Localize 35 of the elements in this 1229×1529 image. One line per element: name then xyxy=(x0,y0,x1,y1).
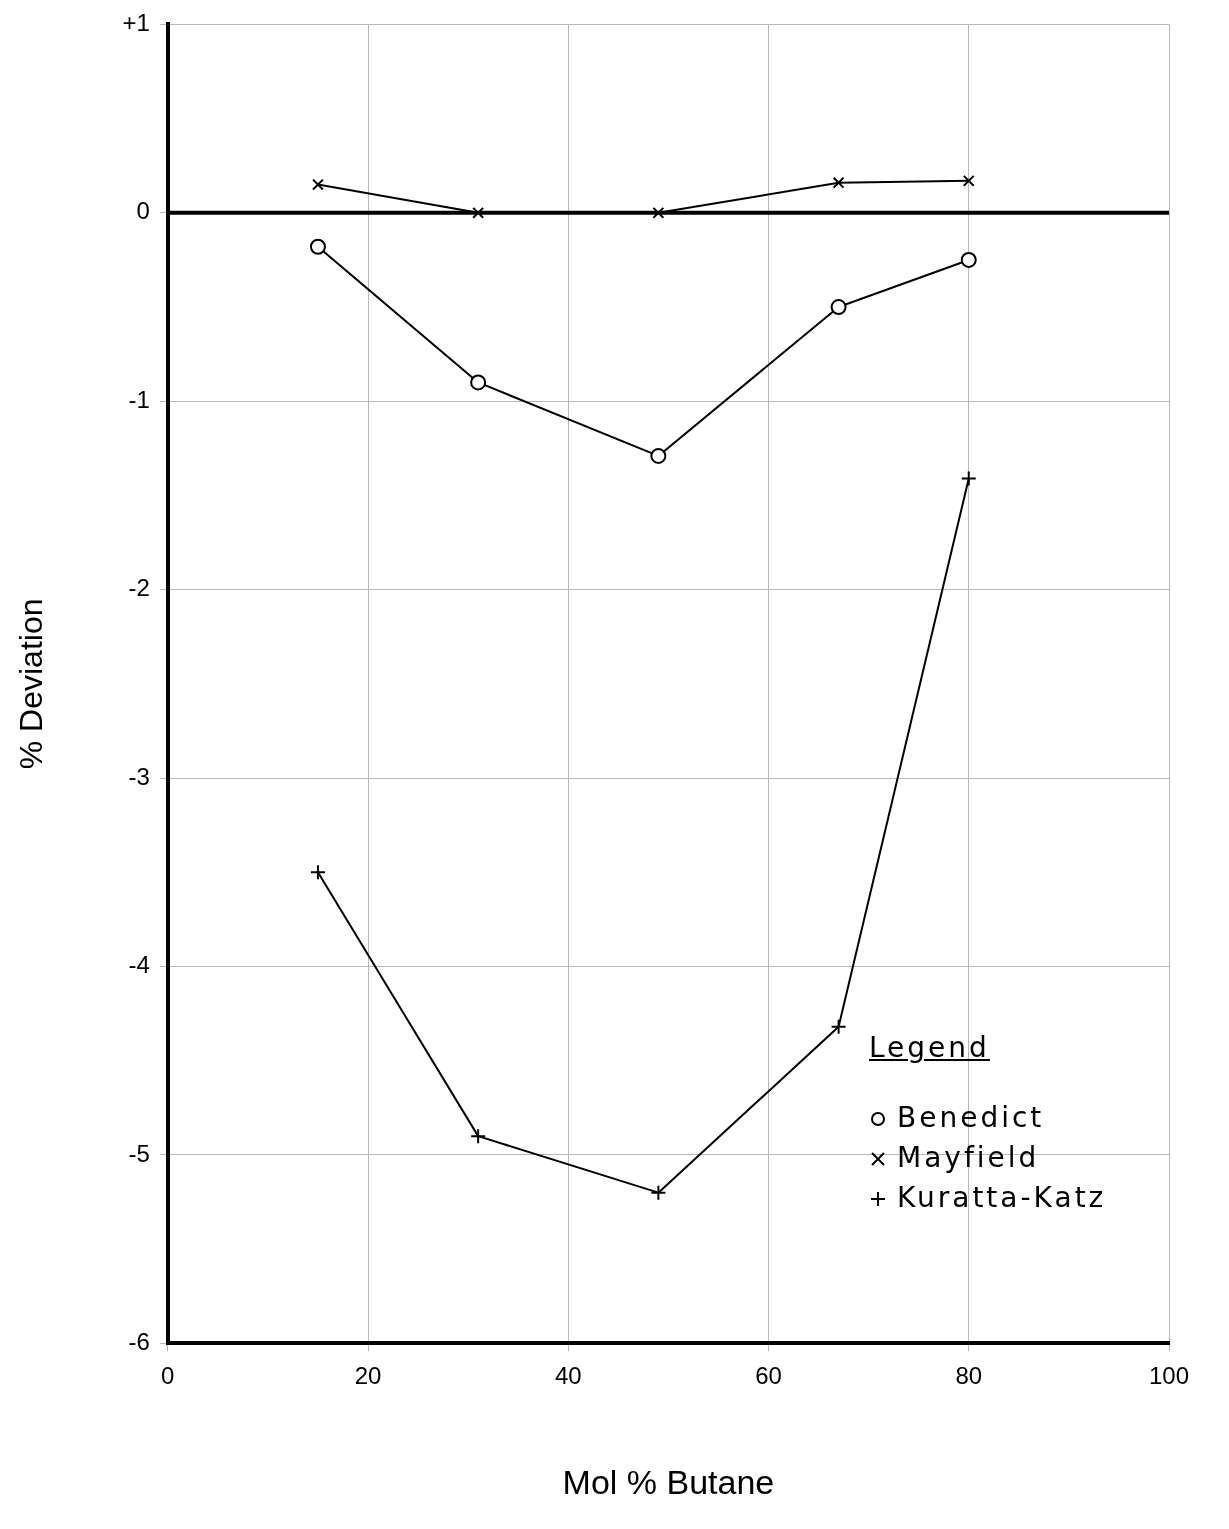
point xyxy=(830,299,847,316)
y-axis-title: % Deviation xyxy=(13,598,50,770)
x-tick-label: 40 xyxy=(554,1362,582,1390)
legend-label: Mayfield xyxy=(897,1141,1040,1175)
point xyxy=(832,176,845,189)
point xyxy=(309,864,326,881)
point xyxy=(652,206,665,219)
y-tick-label: -1 xyxy=(128,385,150,413)
point xyxy=(830,1018,847,1035)
y-tick-label: -5 xyxy=(128,1139,150,1167)
x-tick-label: 100 xyxy=(1148,1362,1190,1390)
point xyxy=(650,447,667,464)
point xyxy=(470,1128,487,1145)
point xyxy=(960,470,977,487)
point xyxy=(470,374,487,391)
point xyxy=(472,206,485,219)
y-tick-label: -6 xyxy=(128,1328,150,1356)
legend-label: Kuratta-Katz xyxy=(897,1181,1107,1215)
point xyxy=(960,251,977,268)
point xyxy=(309,238,326,255)
y-tick-label: -4 xyxy=(128,951,150,979)
y-tick-label: +1 xyxy=(122,9,150,37)
y-tick-label: 0 xyxy=(136,197,150,225)
legend-label: Benedict xyxy=(897,1101,1045,1135)
legend-title: Legend xyxy=(869,1030,991,1067)
x-tick-label: 80 xyxy=(955,1362,983,1390)
point xyxy=(650,1184,667,1201)
x-tick-label: 60 xyxy=(755,1362,782,1390)
x-tick-label: 20 xyxy=(354,1362,382,1390)
x-axis-title: Mol % Butane xyxy=(562,1462,775,1501)
y-tick-label: -2 xyxy=(128,574,150,602)
point xyxy=(962,174,975,187)
point xyxy=(312,178,324,191)
y-tick-label: -3 xyxy=(128,762,150,790)
x-tick-label: 0 xyxy=(161,1362,175,1390)
